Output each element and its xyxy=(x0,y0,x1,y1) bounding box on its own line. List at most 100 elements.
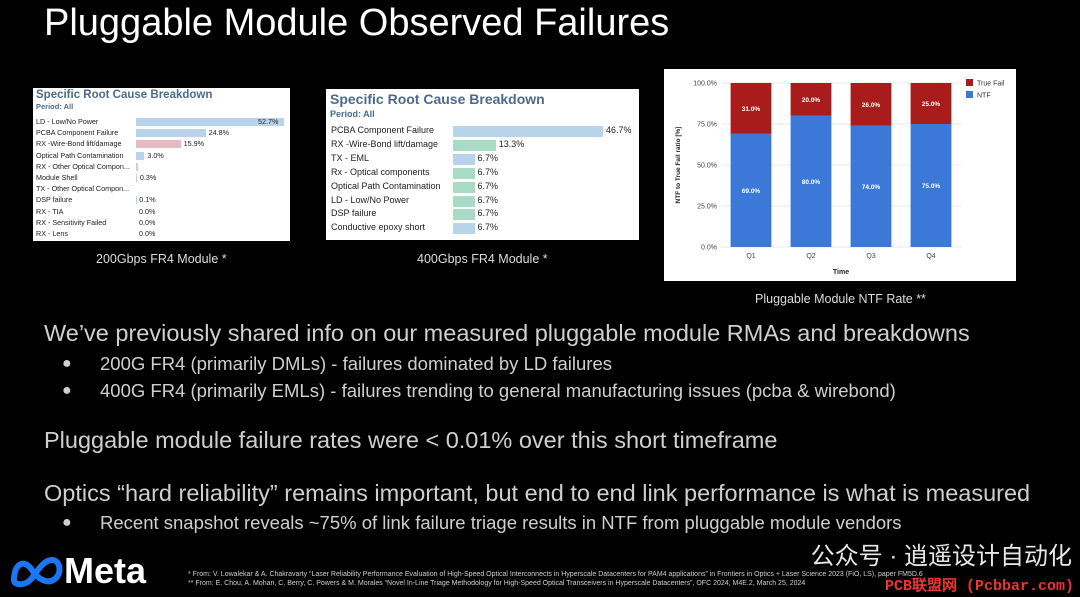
bar-ntf xyxy=(850,125,892,247)
meta-infinity-icon xyxy=(11,557,63,588)
bar-true-fail xyxy=(850,83,892,126)
data-label: 26.0% xyxy=(862,102,881,109)
panel-period: Period: All xyxy=(36,102,74,111)
row-label: LD - Low/No Power xyxy=(331,194,410,205)
legend-swatch xyxy=(966,79,973,86)
row-label: Optical Path Contamination xyxy=(331,180,441,191)
row-bar xyxy=(453,139,496,151)
ntf-rate-chart-svg: 0.0% 25.0% 50.0% 75.0% 100.0% 69.0% 31.0% Q1 80.… xyxy=(675,79,1005,276)
x-tick-label: Q1 xyxy=(746,253,755,260)
data-label: 69.0% xyxy=(742,188,761,195)
row-value: 24.8% xyxy=(208,128,230,138)
row-label: PCBA Component Failure xyxy=(36,128,119,138)
root-cause-panel-400g: Specific Root Cause Breakdown Period: Al… xyxy=(326,89,639,240)
row-label: DSP failure xyxy=(36,195,73,205)
meta-wordmark: Meta xyxy=(64,550,147,591)
row-value: 6.7% xyxy=(477,194,499,205)
slide-title: Pluggable Module Observed Failures xyxy=(44,2,670,44)
panel-caption-200g: 200Gbps FR4 Module * xyxy=(96,252,227,266)
data-label: 25.0% xyxy=(922,101,941,108)
row-value: 46.7% xyxy=(606,125,632,135)
chart-caption: Pluggable Module NTF Rate ** xyxy=(755,292,926,306)
row-value: 6.7% xyxy=(477,152,499,163)
row-label: Rx - Optical components xyxy=(331,166,430,177)
row-bar xyxy=(136,140,181,149)
bar-ntf xyxy=(790,115,832,247)
row-bar xyxy=(136,196,137,205)
x-tick-label: Q3 xyxy=(866,253,875,260)
panel-title: Specific Root Cause Breakdown xyxy=(330,91,545,107)
row-value: 6.7% xyxy=(477,222,499,233)
row-value: 6.7% xyxy=(477,180,499,191)
row-label: TX - EML xyxy=(331,152,370,163)
panel-period: Period: All xyxy=(330,109,375,119)
row-value: 6.7% xyxy=(477,208,499,219)
row-label: DSP failure xyxy=(331,208,377,219)
row-value: 0.1% xyxy=(139,195,156,205)
bullet-ntf-snapshot: Recent snapshot reveals ~75% of link fai… xyxy=(100,512,902,533)
bullet-400g: 400G FR4 (primarily EMLs) - failures tre… xyxy=(100,380,896,401)
row-bar xyxy=(136,151,145,160)
data-label: 80.0% xyxy=(802,179,821,186)
row-label: Module Shell xyxy=(36,173,78,182)
panel-caption-400g: 400Gbps FR4 Module * xyxy=(417,252,548,266)
y-tick-label: 75.0% xyxy=(697,122,717,129)
pcb-watermark: PCB联盟网 (Pcbbar.com) xyxy=(884,578,1074,595)
paragraph-rma-breakdowns: We’ve previously shared info on our meas… xyxy=(44,320,970,346)
ntf-rate-chart: 0.0% 25.0% 50.0% 75.0% 100.0% 69.0% 31.0% Q1 80.… xyxy=(664,69,1016,281)
row-label: RX -Wire-Bond lift/damage xyxy=(331,138,439,149)
row-bar xyxy=(453,223,475,235)
row-label: RX -Wire-Bond lift/damage xyxy=(36,139,122,149)
row-label: Conductive epoxy short xyxy=(331,222,426,233)
legend-label: NTF xyxy=(977,93,991,100)
y-axis-label: NTF to True Fail ratio [%] xyxy=(675,127,682,204)
row-value: 3.0% xyxy=(147,150,164,160)
paragraph-failure-rates: Pluggable module failure rates were < 0.… xyxy=(44,427,778,453)
panel-title: Specific Root Cause Breakdown xyxy=(36,89,213,101)
row-value: 0.3% xyxy=(139,173,157,182)
data-label: 31.0% xyxy=(742,106,761,113)
row-bar xyxy=(136,118,284,126)
row-bar xyxy=(453,209,475,221)
legend-label: True Fail xyxy=(977,81,1005,88)
paragraph-hard-reliability: Optics “hard reliability” remains import… xyxy=(44,480,1031,506)
wechat-watermark: 公众号 · 逍遥设计自动化 xyxy=(810,543,1072,570)
x-tick-label: Q2 xyxy=(806,253,815,260)
row-bar xyxy=(453,153,475,165)
row-bar xyxy=(453,195,475,207)
row-value: 13.3% xyxy=(498,138,525,149)
legend-swatch xyxy=(966,91,973,98)
row-label: PCBA Component Failure xyxy=(331,125,435,135)
x-tick-label: Q4 xyxy=(926,253,935,260)
meta-logo: Meta xyxy=(6,548,176,592)
row-bar xyxy=(136,174,137,182)
row-bar xyxy=(453,181,475,193)
bar-true-fail xyxy=(730,83,772,134)
data-label: 75.0% xyxy=(922,183,941,190)
bar-ntf xyxy=(910,124,952,247)
y-tick-label: 0.0% xyxy=(701,245,717,252)
row-value: 15.9% xyxy=(183,139,205,149)
row-value: 52.7% xyxy=(258,117,279,126)
bullet-dot: ● xyxy=(62,382,72,399)
row-value: 0.0% xyxy=(139,229,156,238)
row-label: RX - TIA xyxy=(36,206,64,216)
row-bar xyxy=(453,167,475,179)
footnote-1: * From: V. Lowalekar & A. Chakravarty “L… xyxy=(188,571,923,578)
bullet-dot: ● xyxy=(62,514,72,531)
data-label: 20.0% xyxy=(802,97,821,104)
row-value: 6.7% xyxy=(477,166,499,177)
root-cause-panel-200g: Specific Root Cause Breakdown Period: Al… xyxy=(33,88,290,241)
bullet-dot: ● xyxy=(62,355,72,372)
row-bar xyxy=(453,126,603,137)
x-axis-label: Time xyxy=(833,269,849,276)
row-bar xyxy=(136,129,206,138)
bar-true-fail xyxy=(790,83,832,116)
row-label: LD - Low/No Power xyxy=(36,117,99,126)
y-tick-label: 50.0% xyxy=(697,163,717,170)
bullet-200g: 200G FR4 (primarily DMLs) - failures dom… xyxy=(100,353,613,374)
y-tick-label: 25.0% xyxy=(697,204,717,211)
row-value: 0.0% xyxy=(139,217,156,227)
footnote-2: ** From: E. Chou, A. Mohan, C. Berry, C.… xyxy=(188,580,806,587)
row-bar xyxy=(136,162,138,171)
